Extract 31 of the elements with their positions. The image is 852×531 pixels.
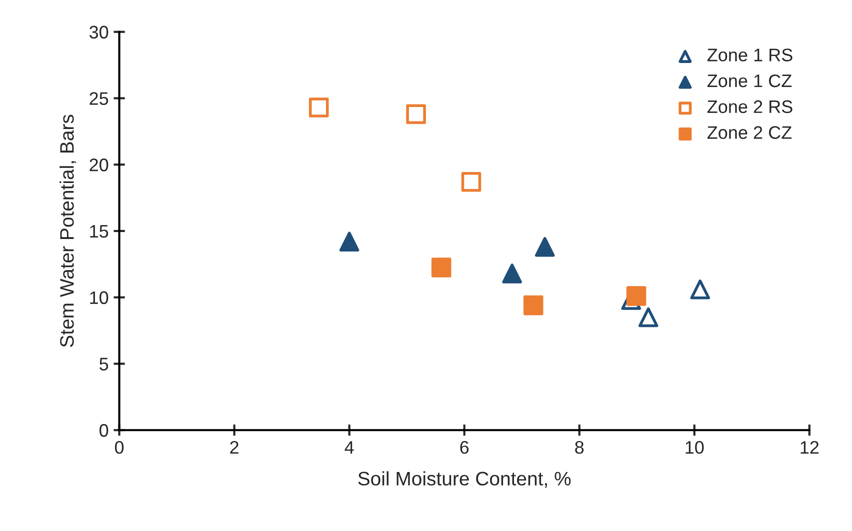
y-tick-label: 25: [90, 92, 108, 105]
point: [626, 286, 646, 306]
x-axis-title: Soil Moisture Content, %: [358, 471, 571, 488]
point: [339, 232, 360, 252]
legend-label: Zone 2 CZ: [707, 126, 792, 139]
point: [534, 237, 555, 257]
point: [406, 104, 426, 124]
x-tick-label: 8: [575, 441, 584, 454]
point: [431, 258, 452, 278]
point: [308, 98, 329, 118]
x-tick-label: 2: [230, 441, 238, 454]
x-tick-label: 0: [114, 441, 124, 454]
point: [523, 295, 544, 316]
y-tick-label: 30: [89, 26, 108, 39]
y-tick-label: 10: [90, 291, 108, 304]
y-tick-label: 15: [90, 225, 108, 238]
legend-label: Zone 2 RS: [707, 100, 792, 114]
y-tick-label: 20: [90, 158, 108, 172]
point: [502, 264, 522, 284]
point: [638, 307, 658, 328]
point: [461, 172, 482, 192]
y-tick-label: 5: [100, 358, 108, 370]
x-tick-label: 10: [686, 441, 704, 454]
x-tick-label: 4: [344, 441, 354, 454]
x-tick-label: 12: [800, 441, 819, 454]
legend-label: Zone 1 RS: [707, 48, 792, 62]
legend-label: Zone 1 CZ: [707, 74, 792, 88]
x-tick-label: 6: [460, 441, 469, 454]
point: [690, 280, 710, 300]
y-tick-label: 0: [100, 424, 108, 437]
y-axis-title: Stem Water Potential, Bars: [60, 114, 76, 347]
